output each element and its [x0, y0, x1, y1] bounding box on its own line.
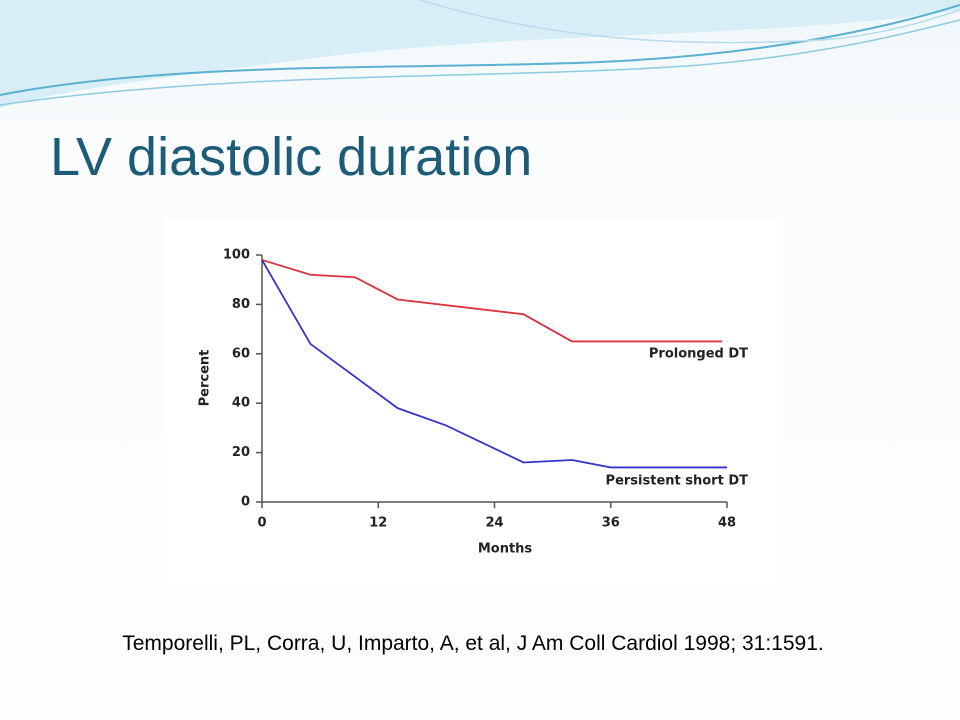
x-tick-label: 12: [369, 516, 387, 531]
wave-line: [419, 0, 960, 44]
y-tick-label: 100: [223, 248, 250, 263]
x-axis-label: Months: [478, 542, 533, 557]
y-tick-label: 60: [232, 346, 250, 361]
wave-line: [0, 19, 960, 106]
series-line: [261, 259, 723, 343]
wave-line: [0, 4, 960, 96]
y-tick-label: 0: [241, 495, 250, 510]
x-tick-label: 24: [485, 516, 503, 531]
series-label: Persistent short DT: [606, 474, 749, 489]
x-tick-label: 36: [602, 516, 620, 531]
y-axis-label: Percent: [198, 350, 213, 407]
chart: 0 20 40 60 80 100 0 12 24 36 48 Months Percent Prolon…: [198, 248, 749, 557]
series-label: Prolonged DT: [649, 347, 748, 362]
slide-title: LV diastolic duration: [50, 127, 532, 187]
x-tick-label: 48: [718, 516, 736, 531]
y-tick-label: 80: [232, 297, 250, 312]
chart-area: [163, 218, 782, 587]
x-tick-label: 0: [257, 516, 266, 531]
citation: Temporelli, PL, Corra, U, Imparto, A, et…: [122, 632, 824, 655]
y-tick-label: 20: [232, 445, 250, 460]
series-line: [261, 259, 727, 469]
y-tick-label: 40: [232, 396, 250, 411]
wave: [0, 0, 960, 108]
